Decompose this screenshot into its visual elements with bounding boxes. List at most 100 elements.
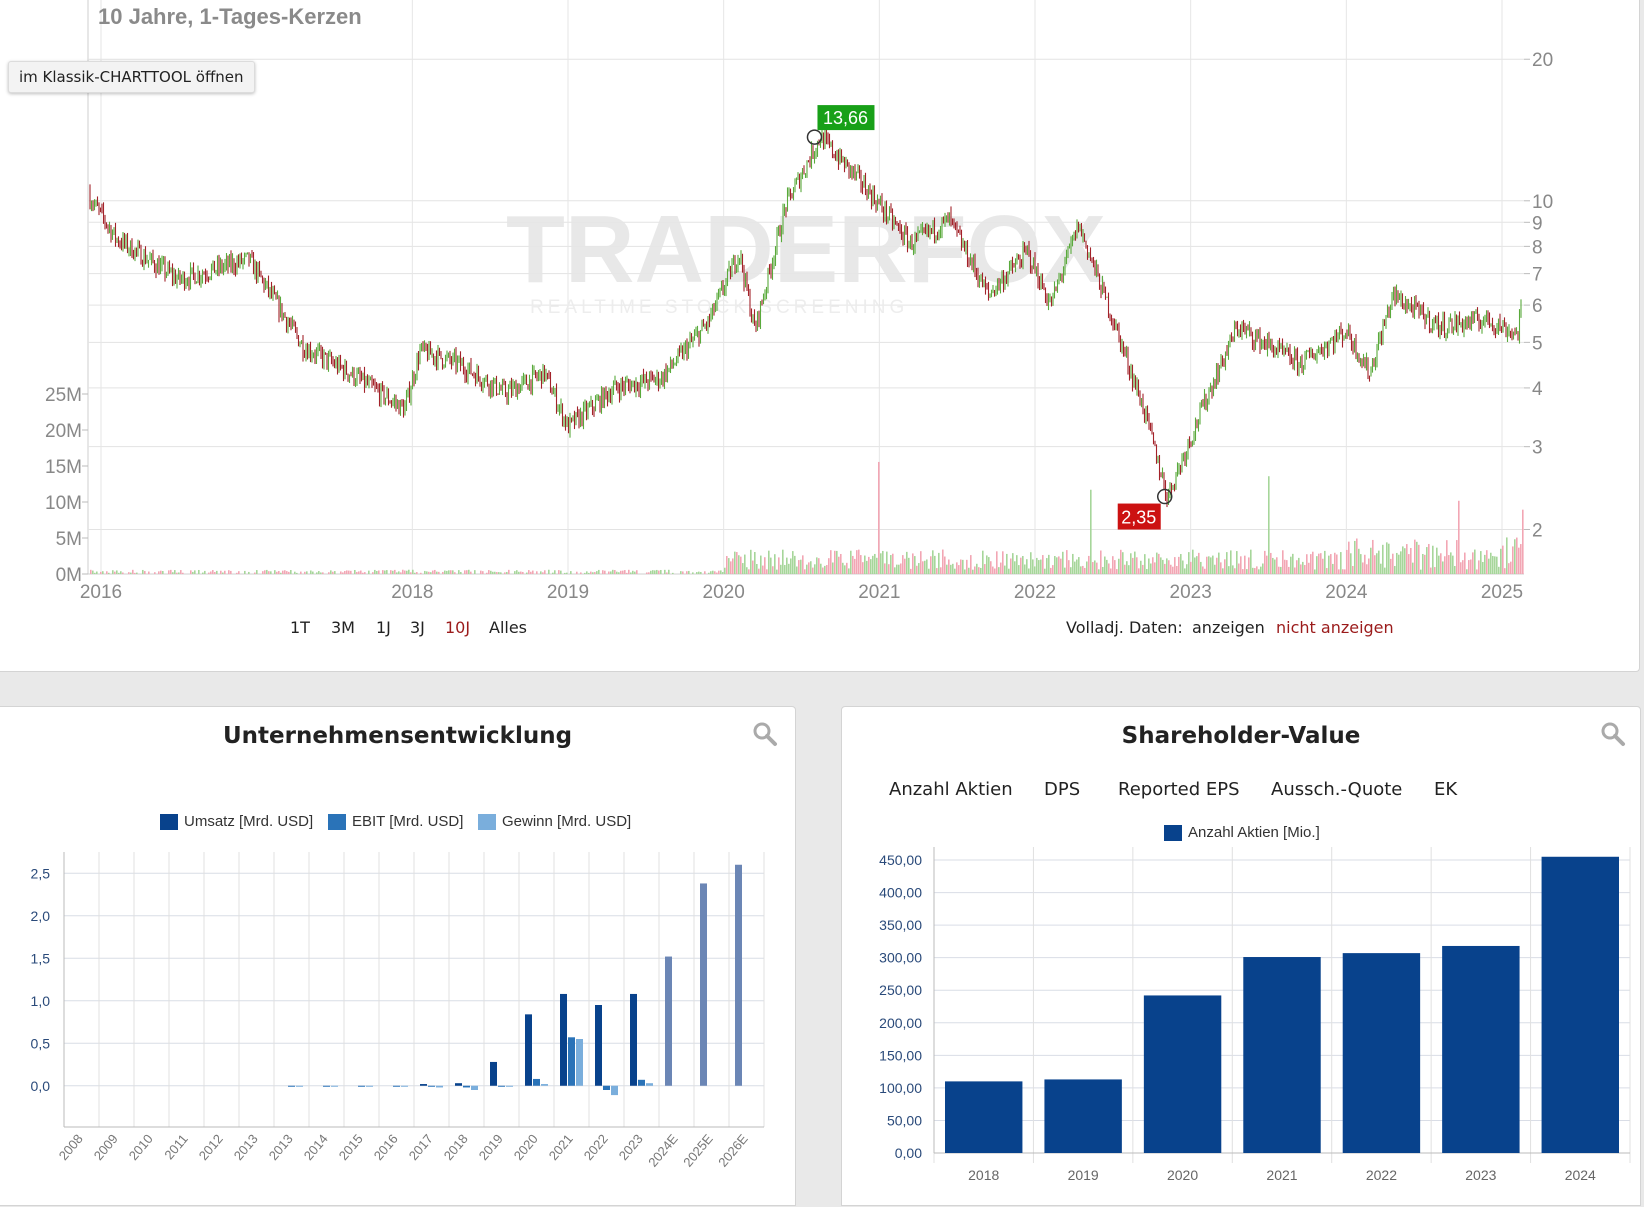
- volume-bar: [1516, 537, 1518, 574]
- volume-bar: [1050, 567, 1052, 574]
- volume-bar: [288, 571, 290, 574]
- volume-bar: [454, 572, 456, 574]
- range-10j-button[interactable]: 10J: [445, 618, 471, 637]
- volume-bar: [1448, 555, 1450, 574]
- company-y-tick-label: 0,5: [31, 1035, 51, 1051]
- volume-bar: [1410, 547, 1412, 574]
- volume-bar: [1088, 555, 1090, 574]
- tab-dps[interactable]: DPS: [1044, 779, 1081, 800]
- shares-bar-chart[interactable]: 0,00 50,00 100,00 150,00 200,00 250,00 300,00 3…: [842, 847, 1642, 1207]
- volume-bar: [526, 572, 528, 574]
- low-marker-label: 2,35: [1121, 508, 1156, 528]
- volume-bar: [412, 569, 414, 574]
- volume-tick-label: 25M: [45, 385, 82, 406]
- volume-bar: [1438, 555, 1440, 574]
- tab-ek[interactable]: EK: [1434, 779, 1458, 800]
- volume-bar: [106, 571, 108, 574]
- volume-bar: [1128, 565, 1130, 574]
- price-chart[interactable]: TRADERFOX REALTIME STOCK SCREENING 20 109…: [0, 0, 1640, 672]
- tab-ausschuettungsquote[interactable]: Aussch.-Quote: [1271, 779, 1403, 800]
- range-3j-button[interactable]: 3J: [410, 618, 425, 637]
- volume-bar: [518, 571, 520, 574]
- watermark-tagline: REALTIME STOCK SCREENING: [530, 297, 908, 318]
- volume-bar: [1236, 551, 1238, 574]
- volume-bar: [114, 571, 116, 574]
- legend-ebit[interactable]: EBIT [Mrd. USD]: [328, 813, 463, 830]
- volume-bar: [1258, 569, 1260, 574]
- high-marker-box: [817, 105, 875, 131]
- low-marker-circle: [1156, 488, 1173, 505]
- company-bar: [595, 1005, 602, 1086]
- company-bar: [560, 993, 567, 1086]
- volume-bar: [774, 554, 776, 574]
- volume-bar: [1446, 540, 1448, 574]
- volume-bar: [886, 551, 888, 574]
- price-tick-label: 3: [1532, 438, 1543, 459]
- company-bar: [630, 993, 637, 1086]
- volume-bar: [1000, 562, 1002, 574]
- volume-bar: [548, 569, 550, 574]
- volume-bar: [682, 571, 684, 574]
- volume-bar: [580, 572, 582, 574]
- volume-bar: [1362, 562, 1364, 574]
- volume-bar: [1016, 555, 1018, 574]
- volume-bar: [520, 571, 522, 574]
- volume-bar: [830, 550, 832, 574]
- range-alles-button[interactable]: Alles: [489, 618, 528, 637]
- range-3m-button[interactable]: 3M: [331, 618, 355, 637]
- volume-bar: [1146, 569, 1148, 574]
- volladj-hide-button[interactable]: nicht anzeigen: [1276, 618, 1394, 637]
- volume-bar: [460, 572, 462, 574]
- magnifier-icon[interactable]: [752, 721, 778, 747]
- volume-bar: [730, 561, 732, 574]
- legend-anzahl-aktien[interactable]: Anzahl Aktien [Mio.]: [1164, 824, 1320, 841]
- tab-reported-eps[interactable]: Reported EPS: [1118, 779, 1240, 800]
- company-y-tick-label: 1,5: [31, 950, 51, 966]
- price-tick-label: 8: [1532, 237, 1543, 258]
- volume-bar: [636, 570, 638, 574]
- volume-bar: [1238, 563, 1240, 574]
- volume-bar: [954, 568, 956, 574]
- legend-umsatz[interactable]: Umsatz [Mrd. USD]: [160, 813, 313, 830]
- volume-bar: [482, 571, 484, 574]
- volume-bar: [1406, 544, 1408, 574]
- volume-bar: [986, 555, 988, 574]
- volume-bar: [722, 572, 724, 574]
- legend-gewinn[interactable]: Gewinn [Mrd. USD]: [478, 813, 631, 830]
- volume-bar: [918, 563, 920, 574]
- shares-x-tick-label: 2018: [968, 1167, 999, 1183]
- magnifier-icon[interactable]: [1600, 721, 1626, 747]
- company-x-tick-label: 2023: [616, 1131, 646, 1163]
- volume-bar: [376, 571, 378, 574]
- volume-bar: [1252, 567, 1254, 574]
- volume-bar: [1192, 549, 1194, 574]
- range-1j-button[interactable]: 1J: [376, 618, 391, 637]
- range-1t-button[interactable]: 1T: [290, 618, 310, 637]
- tab-anzahl-aktien[interactable]: Anzahl Aktien: [889, 779, 1013, 800]
- volume-bar: [1372, 539, 1374, 574]
- volume-bar: [824, 565, 826, 574]
- volume-bar: [668, 569, 670, 574]
- volladj-show-button[interactable]: anzeigen: [1192, 618, 1265, 637]
- volume-bar: [742, 563, 744, 574]
- volume-bar: [1440, 553, 1442, 574]
- year-tick-label: 2023: [1170, 582, 1212, 603]
- volume-bar: [532, 570, 534, 574]
- volume-bar: [852, 555, 854, 574]
- volume-bar: [756, 564, 758, 574]
- open-classic-charttool-button[interactable]: im Klassik-CHARTTOOL öffnen: [8, 61, 255, 93]
- volume-bar: [1124, 564, 1126, 574]
- volume-bar: [128, 572, 130, 574]
- volume-bar: [438, 571, 440, 574]
- volume-bar: [494, 571, 496, 574]
- volume-bar: [1004, 565, 1006, 574]
- volume-bar: [436, 571, 438, 574]
- volume-bar: [1132, 557, 1134, 574]
- shares-bar: [1541, 856, 1619, 1153]
- volume-bar: [972, 569, 974, 574]
- year-tick-label: 2021: [858, 582, 900, 603]
- volume-bar: [932, 550, 934, 574]
- volume-bar: [960, 559, 962, 574]
- volume-bar: [1474, 549, 1476, 574]
